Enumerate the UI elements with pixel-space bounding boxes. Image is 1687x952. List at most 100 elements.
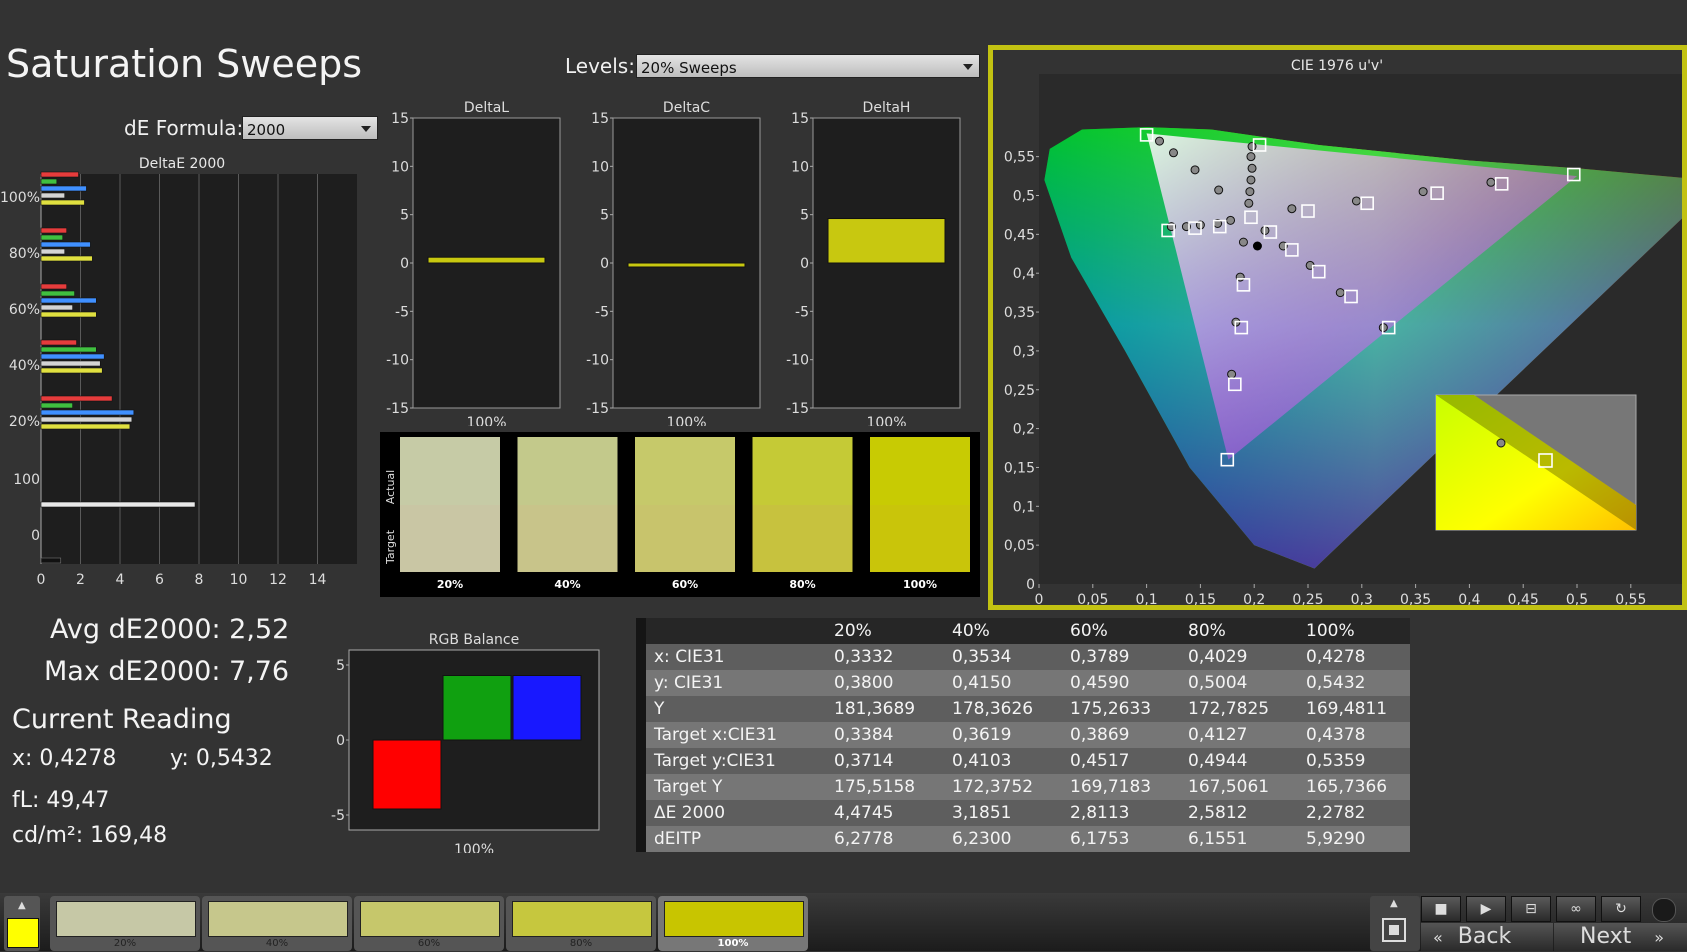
current-color-box[interactable]: ▲: [4, 896, 40, 951]
table-cell: 0,4517: [1062, 748, 1180, 774]
cie-target-square: [1188, 221, 1202, 235]
sweep-tile[interactable]: 80%: [506, 896, 656, 951]
cie-target-square: [1236, 278, 1251, 292]
table-cell: 0,3789: [1062, 644, 1180, 670]
collapse-up-icon[interactable]: ▲: [18, 900, 26, 911]
stop-box[interactable]: ▲: [1370, 896, 1420, 951]
sweep-tile-swatch: [512, 901, 652, 937]
cie-target-square: [1311, 264, 1326, 279]
rgb-y-tick: 0: [336, 733, 345, 749]
table-cell: 0,3534: [944, 644, 1062, 670]
deltae-bar: [40, 283, 67, 290]
measure-button[interactable]: ⊟: [1511, 896, 1551, 922]
data-table-wrapper: 20% 40% 60% 80% 100% x: CIE31 0,3332 0,3534 0,37…: [636, 618, 1410, 852]
collapse-up-icon[interactable]: ▲: [1390, 898, 1398, 909]
delta-y-tick: 10: [791, 159, 809, 175]
deltae-row-label: 60%: [9, 302, 40, 318]
table-cell: 172,3752: [944, 774, 1062, 800]
deltae-bar: [40, 185, 87, 192]
table-row: ΔE 2000 4,4745 3,1851 2,8113 2,5812 2,2782: [636, 800, 1410, 826]
levels-value: 20% Sweeps: [641, 59, 737, 77]
cie-target-square: [1360, 196, 1374, 211]
cie-diagram: CIE 1976 u'v' 0 0,05 0,1 0,15 0,2 0,25 0,3 0,35…: [1004, 58, 1687, 608]
next-label: Next: [1580, 924, 1632, 949]
de-formula-label: dE Formula:: [124, 116, 244, 140]
swatch-panel: Actual Target 20% 40% 60% 80% 100%: [380, 432, 980, 597]
table-header-cell: 20%: [826, 618, 944, 644]
delta-y-tick: -5: [795, 304, 809, 320]
table-cell: 169,4811: [1298, 696, 1410, 722]
delta-y-tick: 0: [800, 256, 809, 272]
delta-y-tick: 5: [600, 208, 609, 224]
cie-y-tick: 0,25: [1004, 383, 1035, 399]
cie-measured-point: [1246, 152, 1256, 162]
delta-bar: [827, 218, 946, 264]
back-arrow-icon: «: [1433, 928, 1443, 947]
swatch-target: [870, 505, 970, 572]
sweep-tile[interactable]: 20%: [50, 896, 200, 951]
table-cell: 0,5004: [1180, 670, 1298, 696]
cie-x-tick: 0,55: [1615, 592, 1646, 605]
play-button[interactable]: ▶: [1466, 896, 1506, 922]
cie-target-square: [1566, 167, 1581, 182]
cie-whitepoint: [1252, 241, 1262, 251]
sweep-tile-label: 40%: [265, 938, 289, 949]
deltae-bar: [40, 409, 135, 416]
cie-target-square: [1263, 225, 1278, 239]
table-row: Target Y 175,5158 172,3752 169,7183 167,5061…: [636, 774, 1410, 800]
table-cell: 0,4127: [1180, 722, 1298, 748]
back-button[interactable]: « Back: [1421, 923, 1553, 951]
deltae-x-tick: 14: [309, 572, 327, 588]
cie-y-tick: 0,45: [1004, 227, 1035, 243]
next-button[interactable]: Next »: [1554, 923, 1687, 951]
cie-measured-point: [1226, 215, 1236, 225]
deltae-title: DeltaE 2000: [139, 156, 225, 172]
row-marker: [636, 774, 646, 800]
delta-y-tick: -10: [586, 353, 609, 369]
cie-x-tick: 0,05: [1077, 592, 1108, 605]
cie-measured-point: [1155, 136, 1165, 146]
stop-icon[interactable]: [1382, 918, 1406, 942]
sweep-tile[interactable]: 60%: [354, 896, 504, 951]
levels-label: Levels:: [565, 54, 635, 78]
cie-measured-point: [1247, 163, 1257, 173]
deltae-bar: [40, 353, 105, 360]
cie-measured-point: [1486, 177, 1496, 187]
record-icon[interactable]: [1652, 898, 1676, 922]
delta-y-tick: 10: [391, 159, 409, 175]
levels-dropdown[interactable]: 20% Sweeps: [636, 54, 980, 78]
table-cell: 0,4150: [944, 670, 1062, 696]
cie-x-tick: 0,25: [1292, 592, 1323, 605]
swatch-target: [752, 505, 853, 572]
deltae-row-label: 40%: [9, 358, 40, 374]
table-cell: 167,5061: [1180, 774, 1298, 800]
table-cell: 2,8113: [1062, 800, 1180, 826]
page-title: Saturation Sweeps: [6, 42, 363, 86]
cie-target-square: [1220, 452, 1235, 467]
refresh-button[interactable]: ↻: [1601, 896, 1641, 922]
row-marker: [636, 748, 646, 774]
swatch-actual: [752, 437, 853, 505]
cie-y-tick: 0,15: [1004, 460, 1035, 476]
loop-button[interactable]: ∞: [1556, 896, 1596, 922]
cie-measured-point: [1351, 196, 1361, 206]
sweep-tile[interactable]: 100%: [658, 896, 808, 951]
de-formula-dropdown[interactable]: 2000: [242, 116, 378, 140]
deltae-bar: [40, 199, 85, 206]
deltae-row-label: 100%: [0, 190, 40, 206]
stop-button[interactable]: ■: [1421, 896, 1461, 922]
cie-measured-point: [1190, 165, 1200, 175]
rgb-bar-red: [372, 739, 442, 810]
cie-x-tick: 0: [1035, 592, 1044, 605]
table-cell: 0,3714: [826, 748, 944, 774]
cie-target-square: [1139, 128, 1154, 142]
cie-panel: CIE 1976 u'v' 0 0,05 0,1 0,15 0,2 0,25 0,3 0,35…: [988, 45, 1687, 610]
row-marker: [636, 696, 646, 722]
cie-measured-point: [1244, 198, 1254, 208]
delta-chart-title: DeltaH: [863, 100, 911, 116]
rgb-balance-chart: RGB Balance 5 0 -5 100%: [331, 632, 600, 853]
sweep-tile[interactable]: 40%: [202, 896, 352, 951]
swatch-label: 60%: [672, 578, 698, 591]
table-cell: Target y:CIE31: [646, 748, 826, 774]
cie-target-square: [1494, 177, 1509, 191]
